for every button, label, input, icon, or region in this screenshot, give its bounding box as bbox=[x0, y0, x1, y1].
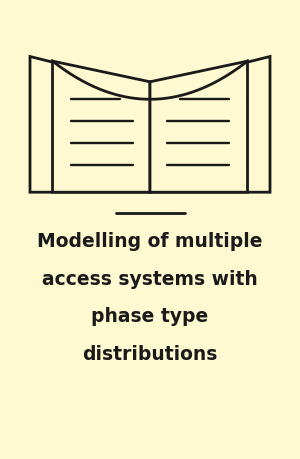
Polygon shape bbox=[30, 57, 150, 193]
Text: Modelling of multiple: Modelling of multiple bbox=[37, 231, 263, 251]
Polygon shape bbox=[52, 62, 150, 193]
Text: distributions: distributions bbox=[82, 344, 218, 364]
Polygon shape bbox=[150, 62, 248, 193]
Polygon shape bbox=[150, 57, 270, 193]
Text: phase type: phase type bbox=[92, 307, 208, 326]
Text: access systems with: access systems with bbox=[42, 269, 258, 288]
